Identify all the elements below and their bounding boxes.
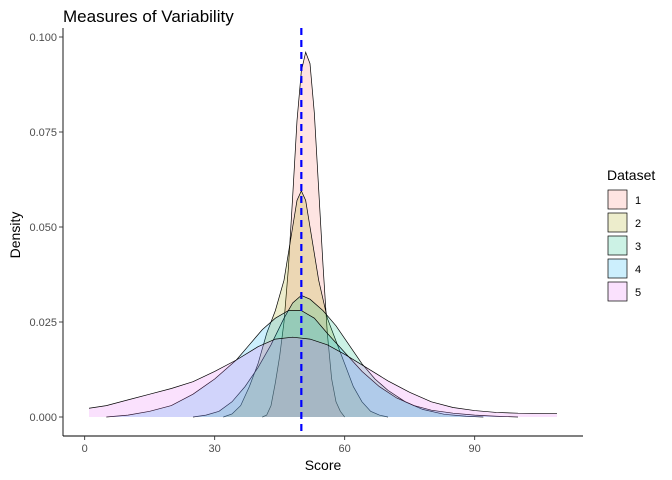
legend-key-background bbox=[607, 258, 628, 279]
legend-swatch-dataset-3 bbox=[607, 235, 628, 256]
legend-swatch-dataset-5 bbox=[607, 281, 628, 302]
x-tick-label: 60 bbox=[339, 443, 351, 455]
y-tick-label: 0.000 bbox=[29, 412, 57, 424]
legend-label-dataset-3: 3 bbox=[635, 241, 641, 253]
legend-label-dataset-4: 4 bbox=[635, 264, 641, 276]
y-tick-group: 0.000 0.025 0.050 0.075 0.100 bbox=[29, 32, 63, 424]
x-tick-label: 90 bbox=[469, 443, 481, 455]
density-curves bbox=[88, 50, 558, 418]
legend-label-dataset-5: 5 bbox=[635, 287, 641, 299]
density-area-dataset-2 bbox=[223, 190, 388, 417]
chart-title: Measures of Variability bbox=[63, 7, 234, 26]
density-line-dataset-2 bbox=[223, 190, 389, 418]
density-area-dataset-4 bbox=[106, 310, 518, 417]
legend-label-dataset-1: 1 bbox=[635, 195, 641, 207]
density-line-dataset-4 bbox=[106, 310, 519, 418]
y-tick-label: 0.025 bbox=[29, 317, 57, 329]
legend-items: 1 2 3 4 5 bbox=[607, 189, 641, 302]
y-tick-label: 0.050 bbox=[29, 222, 57, 234]
legend-swatch-dataset-4 bbox=[607, 258, 628, 279]
legend-key-background bbox=[607, 235, 628, 256]
legend: Dataset 1 2 3 4 5 bbox=[607, 167, 655, 302]
y-axis-title: Density bbox=[7, 212, 23, 259]
legend-key-background bbox=[607, 212, 628, 233]
x-tick-group: 0 30 60 90 bbox=[82, 436, 481, 455]
density-line-dataset-1 bbox=[262, 50, 345, 418]
density-area-dataset-3 bbox=[193, 295, 484, 417]
y-tick-label: 0.100 bbox=[29, 32, 57, 44]
x-tick-label: 30 bbox=[209, 443, 221, 455]
x-axis: 0 30 60 90 bbox=[63, 435, 583, 455]
x-axis-title: Score bbox=[305, 457, 342, 473]
legend-key-background bbox=[607, 189, 628, 210]
density-line-dataset-5 bbox=[88, 336, 558, 414]
legend-label-dataset-2: 2 bbox=[635, 218, 641, 230]
density-area-dataset-1 bbox=[262, 52, 345, 417]
x-tick-label: 0 bbox=[82, 443, 88, 455]
density-area-dataset-5 bbox=[89, 337, 557, 417]
y-tick-label: 0.075 bbox=[29, 127, 57, 139]
plot-panel bbox=[88, 28, 558, 436]
legend-swatch-dataset-1 bbox=[607, 189, 628, 210]
y-axis: 0.000 0.025 0.050 0.075 0.100 bbox=[29, 28, 64, 436]
legend-swatch-dataset-2 bbox=[607, 212, 628, 233]
legend-key-background bbox=[607, 281, 628, 302]
legend-title: Dataset bbox=[607, 167, 655, 183]
